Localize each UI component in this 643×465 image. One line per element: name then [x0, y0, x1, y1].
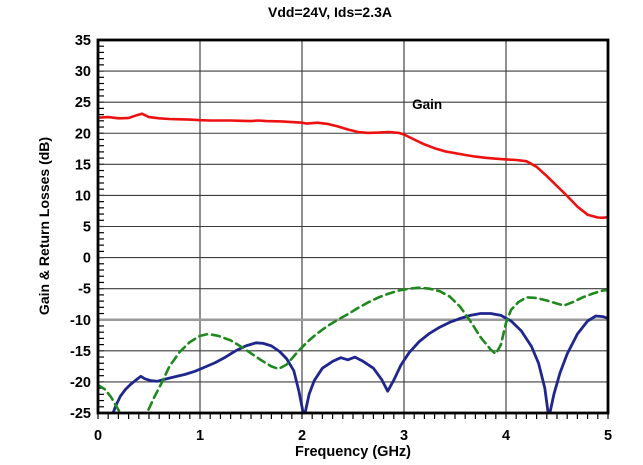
y-tick-label: -15	[70, 344, 91, 360]
y-axis-title: Gain & Return Losses (dB)	[36, 136, 52, 316]
x-tick-label: 0	[94, 428, 102, 444]
gain-annotation: Gain	[412, 97, 442, 112]
green_dashed-curve	[98, 286, 608, 413]
x-tick-label: 3	[400, 428, 408, 444]
x-tick-label: 5	[604, 428, 612, 444]
y-tick-label: 20	[75, 126, 91, 142]
y-tick-label: -5	[78, 282, 91, 298]
x-tick-label: 2	[298, 428, 306, 444]
y-tick-label: -10	[70, 313, 91, 329]
x-tick-label: 4	[502, 428, 510, 444]
y-tick-label: 25	[75, 95, 91, 111]
chart-title: Vdd=24V, Ids=2.3A	[268, 4, 392, 20]
navy_solid-curve	[111, 312, 608, 413]
y-tick-label: -25	[70, 406, 91, 422]
y-tick-label: 0	[83, 251, 91, 267]
y-tick-label: 5	[83, 220, 91, 236]
y-tick-label: 10	[75, 188, 91, 204]
y-tick-label: 35	[75, 33, 91, 49]
plot-frame	[96, 38, 610, 415]
y-tick-label: -20	[70, 375, 91, 391]
y-tick-label: 30	[75, 64, 91, 80]
y-tick-label: 15	[75, 157, 91, 173]
x-tick-label: 1	[196, 428, 204, 444]
gain-curve	[98, 112, 608, 220]
x-axis-title: Frequency (GHz)	[294, 444, 411, 460]
